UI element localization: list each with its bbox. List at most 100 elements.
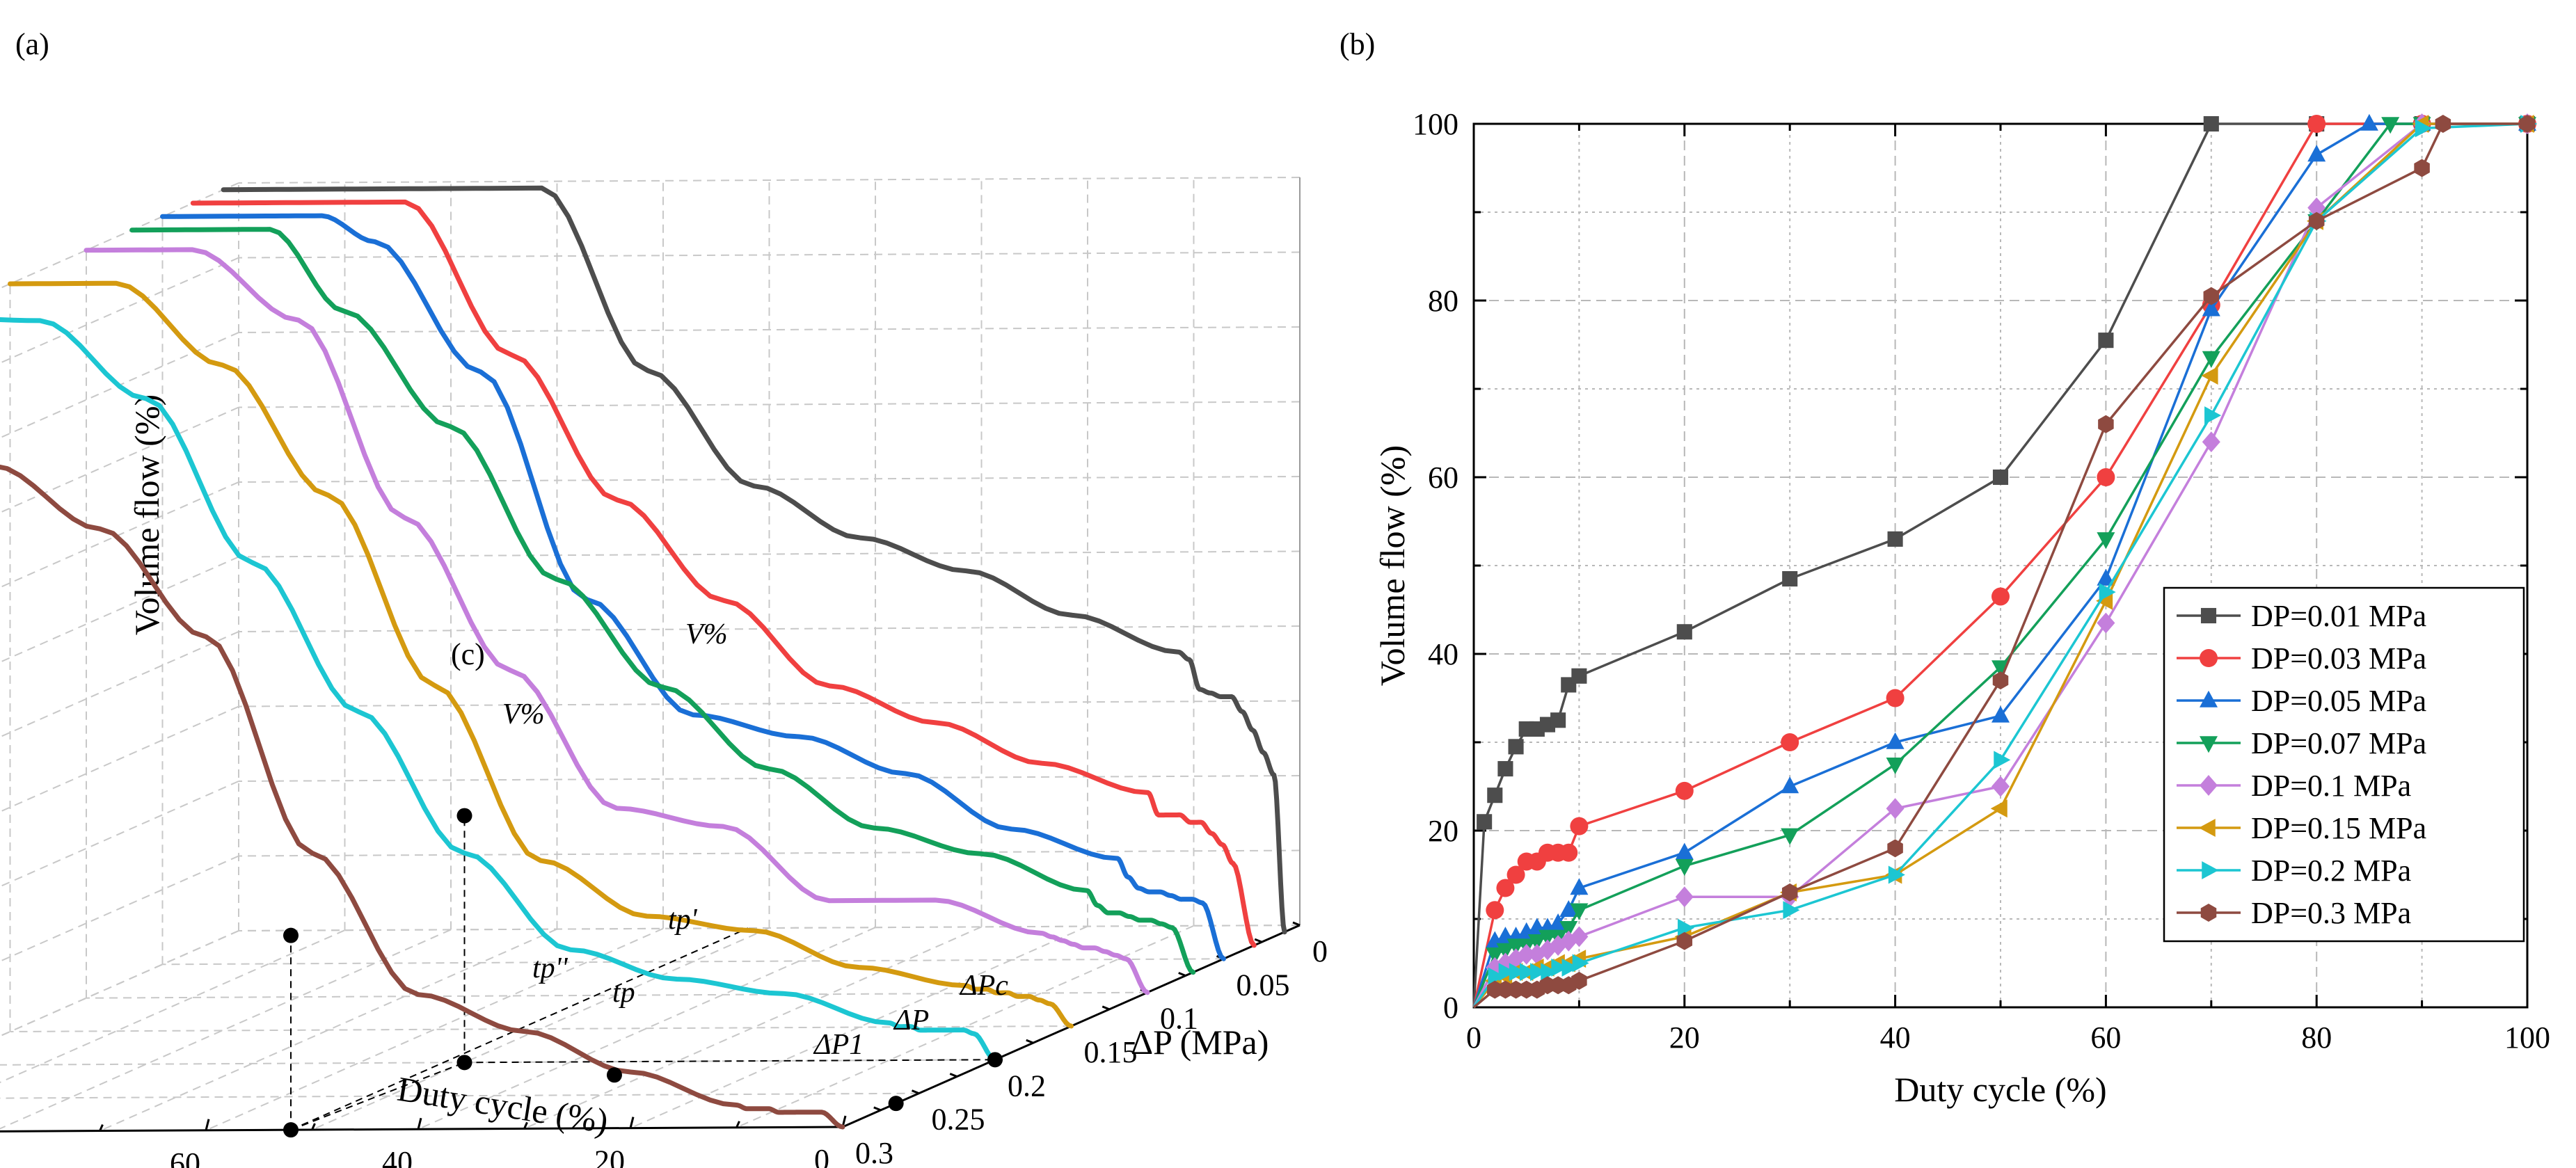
marker-hexagon (2519, 115, 2536, 133)
a-duty-tick-label: 40 (382, 1145, 413, 1168)
marker-square (1676, 624, 1692, 640)
a-annot-tp: tp (612, 977, 635, 1009)
marker-triangle-right (1551, 958, 1568, 977)
panel-a-annotations: (c) V% V% tp tp' tp'' ΔPc ΔP ΔP1 (451, 618, 1008, 1061)
marker-circle (1506, 865, 1525, 884)
marker-hexagon (1676, 931, 1693, 950)
a-annot-dp3: ΔP1 (813, 1029, 864, 1061)
panel-a-duty-tick-labels: 100 80 60 40 20 0 (170, 1143, 829, 1168)
marker-triangle-up (2202, 299, 2220, 317)
a-marked-point (456, 1055, 472, 1071)
a-dp-axis-title: ΔP (MPa) (1131, 1023, 1269, 1062)
b-ytick-label: 100 (1413, 107, 1458, 141)
marker-diamond (1517, 943, 1536, 965)
marker-triangle-left (2201, 366, 2218, 385)
a-dp-tick-label: 0.05 (1237, 968, 1290, 1002)
a-back-wall-h-grid (238, 550, 1301, 558)
a-curve-line (0, 464, 845, 1130)
b-series-group (1472, 115, 2538, 1008)
marker-circle (2097, 468, 2115, 486)
marker-hexagon (2200, 904, 2217, 922)
panel-b-y-tick-labels: 0 20 40 60 80 100 (1413, 107, 1458, 1025)
a-duty-tick (629, 1117, 635, 1128)
a-curve-line (84, 247, 1150, 995)
legend-label: DP=0.1 MPa (2251, 769, 2411, 803)
panel-a-marked-points (283, 808, 1003, 1138)
marker-triangle-down (2097, 532, 2115, 550)
marker-triangle-right (2204, 406, 2222, 425)
marker-diamond (2202, 431, 2220, 453)
a-duty-tick-label: 0 (814, 1143, 829, 1168)
a-dp-tick (1026, 1039, 1034, 1044)
b-ytick-label: 20 (1428, 814, 1458, 848)
a-duty-tick (311, 1123, 316, 1130)
marker-triangle-right (1541, 963, 1558, 982)
marker-diamond (2200, 775, 2218, 796)
a-back-wall-h-grid (238, 775, 1301, 782)
b-series-group (1472, 115, 2536, 1008)
b-xtick-label: 0 (1466, 1021, 1481, 1055)
marker-triangle-down (1781, 828, 1799, 845)
marker-circle (1781, 733, 1799, 751)
a-marked-point (456, 808, 472, 824)
a-annot-v1: V% (502, 698, 545, 730)
a-z-axis-title: Volume flow (%) (127, 394, 166, 635)
marker-triangle-right (1488, 967, 1505, 986)
marker-triangle-down (1991, 660, 2010, 678)
marker-triangle-right (1783, 901, 1800, 920)
a-curve-line (190, 199, 1257, 948)
a-dp-tick-label: 0.1 (1160, 1002, 1198, 1036)
a-duty-tick (417, 1117, 422, 1130)
marker-square (2200, 607, 2217, 624)
marker-triangle-down (2381, 117, 2400, 134)
a-marked-point (987, 1052, 1003, 1068)
a-floor-guide (464, 1059, 996, 1064)
a-annot-c: (c) (451, 637, 485, 671)
panel-a-label: (a) (15, 27, 49, 61)
legend-label: DP=0.2 MPa (2251, 854, 2411, 888)
marker-circle (1570, 817, 1589, 835)
b-xtick-label: 40 (1880, 1021, 1911, 1055)
marker-square (1508, 739, 1524, 755)
marker-hexagon (2098, 415, 2114, 433)
marker-triangle-up (1886, 732, 1905, 749)
legend-label: DP=0.05 MPa (2251, 684, 2426, 718)
legend-label: DP=0.01 MPa (2251, 599, 2426, 633)
marker-triangle-right (2415, 119, 2432, 138)
a-annot-tp1: tp' (668, 904, 698, 936)
marker-triangle-up (2360, 113, 2378, 131)
a-dp-tick (949, 1073, 957, 1078)
panel-b-line-chart: (b) 0 20 40 60 80 100 0 20 40 60 80 100 … (1339, 27, 2550, 1109)
a-back-wall-h-grid (238, 401, 1301, 408)
marker-triangle-right (1888, 865, 1905, 884)
a-curve-line (129, 227, 1196, 975)
a-floor-grid (162, 958, 1224, 966)
legend-label: DP=0.15 MPa (2251, 811, 2426, 845)
marker-diamond (1570, 926, 1589, 947)
legend-label: DP=0.3 MPa (2251, 896, 2411, 930)
marker-circle (2307, 115, 2326, 133)
b-x-axis-title: Duty cycle (%) (1894, 1070, 2106, 1109)
marker-square (2098, 333, 2114, 349)
marker-square (1782, 571, 1798, 587)
a-dp-tick (1292, 921, 1301, 927)
marker-hexagon (2203, 287, 2220, 305)
marker-square (1887, 531, 1903, 547)
legend-entries: DP=0.01 MPa DP=0.03 MPa DP=0.05 MPa DP=0… (2177, 599, 2426, 930)
b-xtick-label: 100 (2504, 1021, 2550, 1055)
b-ytick-label: 80 (1428, 284, 1458, 318)
panel-b-series (1472, 113, 2538, 1009)
a-curve-line (8, 280, 1074, 1029)
panel-a-dp-tick-labels: 0 0.05 0.1 0.15 0.2 0.25 0.3 (855, 934, 1328, 1168)
marker-triangle-up (2307, 145, 2326, 162)
marker-triangle-down (1570, 903, 1589, 920)
a-curve-line (160, 213, 1226, 961)
b-xtick-label: 80 (2301, 1021, 2332, 1055)
marker-triangle-down (2202, 351, 2220, 368)
a-duty-tick-label: 60 (170, 1146, 200, 1168)
marker-diamond (1527, 943, 1546, 965)
marker-diamond (1675, 886, 1694, 908)
marker-triangle-right (1519, 963, 1536, 982)
